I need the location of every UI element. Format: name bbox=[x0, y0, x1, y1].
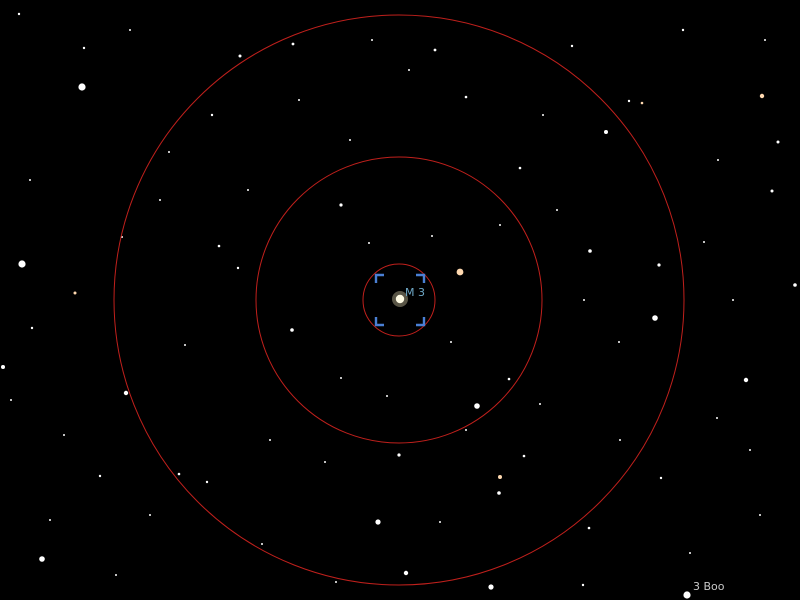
star[interactable] bbox=[439, 521, 441, 523]
star[interactable] bbox=[760, 94, 764, 98]
star[interactable] bbox=[339, 203, 342, 206]
star[interactable] bbox=[749, 449, 751, 451]
star[interactable] bbox=[290, 328, 294, 332]
star[interactable] bbox=[368, 242, 370, 244]
star[interactable] bbox=[237, 267, 239, 269]
star[interactable] bbox=[206, 481, 208, 483]
star[interactable] bbox=[340, 377, 342, 379]
star[interactable] bbox=[619, 439, 621, 441]
star[interactable] bbox=[324, 461, 326, 463]
star[interactable] bbox=[404, 571, 408, 575]
star[interactable] bbox=[474, 403, 480, 409]
star[interactable] bbox=[408, 69, 410, 71]
star[interactable] bbox=[239, 55, 242, 58]
star[interactable] bbox=[371, 39, 373, 41]
star[interactable] bbox=[375, 519, 380, 524]
star[interactable] bbox=[261, 543, 263, 545]
star[interactable] bbox=[115, 574, 117, 576]
star[interactable] bbox=[682, 29, 684, 31]
star[interactable] bbox=[771, 190, 774, 193]
selection-corner-tl bbox=[376, 275, 384, 283]
star[interactable] bbox=[218, 245, 221, 248]
star[interactable] bbox=[18, 13, 20, 15]
star[interactable] bbox=[18, 260, 25, 267]
star[interactable] bbox=[519, 167, 522, 170]
star[interactable] bbox=[628, 100, 630, 102]
star[interactable] bbox=[604, 130, 608, 134]
star[interactable] bbox=[523, 455, 526, 458]
star[interactable] bbox=[717, 159, 719, 161]
star[interactable] bbox=[660, 477, 662, 479]
star[interactable] bbox=[571, 45, 573, 47]
star[interactable] bbox=[349, 139, 351, 141]
star[interactable] bbox=[508, 378, 511, 381]
star[interactable] bbox=[556, 209, 558, 211]
star[interactable] bbox=[450, 341, 452, 343]
star[interactable] bbox=[764, 39, 766, 41]
star[interactable] bbox=[10, 399, 12, 401]
star[interactable] bbox=[211, 114, 213, 116]
star[interactable] bbox=[703, 241, 705, 243]
star[interactable] bbox=[652, 315, 658, 321]
star[interactable] bbox=[744, 378, 748, 382]
star[interactable] bbox=[465, 429, 467, 431]
star[interactable] bbox=[716, 417, 718, 419]
star[interactable] bbox=[149, 514, 151, 516]
star[interactable] bbox=[78, 83, 85, 90]
star[interactable] bbox=[39, 556, 45, 562]
star-label-3-boo[interactable]: 3 Boo bbox=[693, 580, 725, 593]
star[interactable] bbox=[465, 96, 468, 99]
star[interactable] bbox=[1, 365, 5, 369]
star[interactable] bbox=[124, 391, 128, 395]
star[interactable] bbox=[777, 141, 780, 144]
star[interactable] bbox=[83, 47, 85, 49]
star[interactable] bbox=[31, 327, 33, 329]
star[interactable] bbox=[178, 473, 181, 476]
star[interactable] bbox=[583, 299, 585, 301]
star[interactable] bbox=[497, 491, 501, 495]
star[interactable] bbox=[683, 591, 690, 598]
star[interactable] bbox=[457, 269, 464, 276]
selection-corner-br bbox=[416, 317, 424, 325]
selection-corner-tr bbox=[416, 275, 424, 283]
star[interactable] bbox=[793, 283, 797, 287]
star[interactable] bbox=[247, 189, 249, 191]
star[interactable] bbox=[542, 114, 544, 116]
star[interactable] bbox=[732, 299, 734, 301]
star[interactable] bbox=[99, 475, 101, 477]
star[interactable] bbox=[759, 514, 761, 516]
star[interactable] bbox=[129, 29, 131, 31]
star[interactable] bbox=[689, 552, 691, 554]
star[interactable] bbox=[488, 584, 493, 589]
target-cluster[interactable] bbox=[396, 295, 404, 303]
star[interactable] bbox=[159, 199, 161, 201]
star[interactable] bbox=[657, 263, 660, 266]
star[interactable] bbox=[397, 453, 400, 456]
star[interactable] bbox=[386, 395, 388, 397]
star[interactable] bbox=[431, 235, 433, 237]
star[interactable] bbox=[434, 49, 437, 52]
star[interactable] bbox=[292, 43, 295, 46]
star[interactable] bbox=[63, 434, 65, 436]
star[interactable] bbox=[499, 224, 501, 226]
star[interactable] bbox=[184, 344, 186, 346]
star[interactable] bbox=[29, 179, 31, 181]
star[interactable] bbox=[269, 439, 271, 441]
selection-corner-bl bbox=[376, 317, 384, 325]
star[interactable] bbox=[498, 475, 502, 479]
star[interactable] bbox=[588, 249, 592, 253]
star[interactable] bbox=[298, 99, 300, 101]
star[interactable] bbox=[582, 584, 584, 586]
star[interactable] bbox=[588, 527, 591, 530]
star[interactable] bbox=[618, 341, 620, 343]
star[interactable] bbox=[49, 519, 51, 521]
star[interactable] bbox=[539, 403, 541, 405]
star[interactable] bbox=[335, 581, 337, 583]
star[interactable] bbox=[74, 292, 77, 295]
star[interactable] bbox=[168, 151, 170, 153]
object-label-m3[interactable]: M 3 bbox=[405, 286, 425, 299]
star[interactable] bbox=[641, 102, 644, 105]
